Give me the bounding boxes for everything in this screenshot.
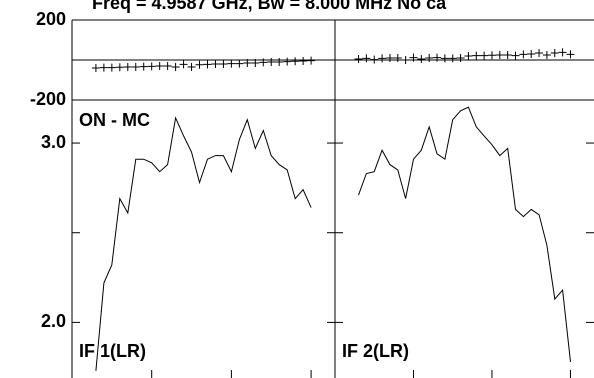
- phase-marker: [393, 54, 402, 62]
- phase-marker: [535, 49, 544, 57]
- phase-marker: [275, 58, 284, 66]
- phase-marker: [480, 51, 489, 60]
- phase-marker: [235, 59, 244, 68]
- phase-marker: [219, 60, 228, 68]
- panel-label: IF 1(LR): [79, 341, 146, 361]
- phase-marker: [433, 53, 442, 62]
- phase-marker: [211, 60, 220, 68]
- phase-marker: [370, 55, 379, 64]
- phase-marker: [558, 48, 567, 57]
- phase-marker: [354, 55, 363, 63]
- amplitude-line: [358, 106, 571, 362]
- phase-marker: [163, 62, 172, 70]
- phase-marker: [203, 60, 212, 69]
- phase-marker: [123, 63, 132, 71]
- phase-marker: [566, 50, 575, 59]
- amplitude-line: [95, 116, 312, 371]
- phase-marker: [147, 62, 156, 71]
- chart-title: Freq = 4.9587 GHz, Bw = 8.000 MHz No ca: [92, 0, 447, 13]
- phase-marker: [187, 63, 196, 71]
- phase-marker: [195, 60, 204, 69]
- phase-marker: [401, 56, 410, 64]
- phase-marker: [283, 57, 292, 66]
- phase-marker: [115, 63, 124, 72]
- phase-marker: [425, 54, 434, 62]
- phase-marker: [267, 58, 276, 66]
- phase-marker: [472, 51, 481, 60]
- phase-marker: [464, 52, 473, 60]
- y-tick-label: 3.0: [41, 132, 66, 152]
- phase-marker: [519, 50, 528, 59]
- phase-marker: [155, 62, 164, 70]
- phase-marker: [243, 59, 252, 67]
- y-tick-label: 2.0: [41, 311, 66, 331]
- phase-marker: [107, 63, 116, 72]
- phase-marker: [259, 58, 268, 67]
- phase-marker: [91, 64, 100, 72]
- phase-marker: [417, 55, 426, 63]
- phase-marker: [139, 62, 148, 71]
- phase-marker: [448, 54, 457, 63]
- phase-marker: [131, 63, 140, 71]
- phase-marker: [495, 51, 504, 59]
- phase-marker: [503, 51, 512, 59]
- phase-marker: [251, 59, 260, 67]
- annotation: ON - MC: [79, 110, 150, 130]
- phase-marker: [456, 54, 465, 62]
- panel-label: IF 2(LR): [342, 341, 409, 361]
- y-tick-label: 200: [36, 9, 66, 29]
- phase-marker: [227, 59, 236, 68]
- phase-marker: [550, 49, 559, 57]
- phase-marker: [99, 63, 108, 72]
- phase-marker: [378, 54, 387, 63]
- phase-marker: [385, 54, 394, 62]
- phase-marker: [511, 51, 520, 60]
- phase-marker: [487, 51, 496, 60]
- phase-marker: [409, 53, 418, 62]
- phase-marker: [179, 60, 188, 69]
- phase-marker: [527, 50, 536, 58]
- phase-marker: [440, 54, 449, 63]
- phase-marker: [362, 54, 371, 63]
- y-tick-label: -200: [30, 89, 66, 109]
- phase-marker: [291, 57, 300, 66]
- phase-marker: [307, 56, 316, 65]
- phase-marker: [542, 51, 551, 59]
- phase-marker: [299, 57, 308, 65]
- phase-marker: [171, 63, 180, 71]
